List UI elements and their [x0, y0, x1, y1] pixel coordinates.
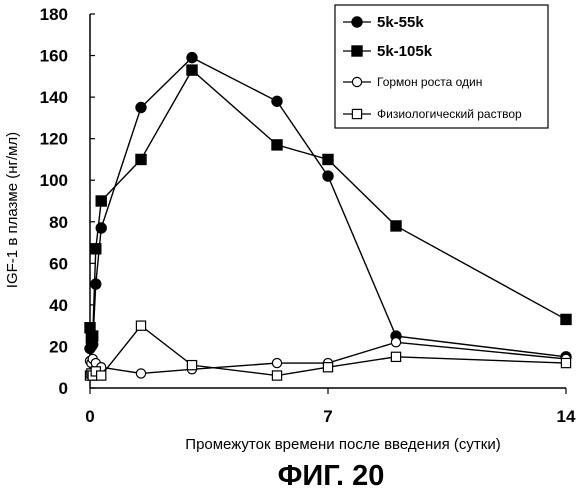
- data-point: [136, 102, 146, 112]
- data-point: [136, 154, 146, 164]
- data-point: [187, 65, 197, 75]
- data-point: [136, 369, 145, 378]
- data-point: [272, 371, 281, 380]
- x-tick-label: 7: [323, 407, 332, 426]
- legend-label: Физиологический раствор: [377, 107, 522, 121]
- data-point: [323, 363, 332, 372]
- y-tick-label: 100: [40, 171, 68, 190]
- legend: 5k-55k 5k-105k Гормон роста один Физиологич…: [335, 5, 548, 128]
- y-axis-label: IGF-1 в плазме (нг/мл): [4, 132, 21, 288]
- data-point: [187, 52, 197, 62]
- legend-label: 5k-105k: [377, 43, 433, 60]
- data-point: [96, 196, 106, 206]
- data-point: [91, 279, 101, 289]
- legend-label: 5k-55k: [377, 14, 424, 31]
- legend-marker: [352, 109, 361, 118]
- data-point: [136, 321, 145, 330]
- data-point: [91, 244, 101, 254]
- y-tick-label: 40: [49, 296, 68, 315]
- data-point: [561, 314, 571, 324]
- legend-label: Гормон роста один: [377, 75, 482, 89]
- data-point: [88, 331, 98, 341]
- data-point: [323, 171, 333, 181]
- legend-marker: [352, 77, 361, 86]
- data-point: [272, 96, 282, 106]
- series-4: [85, 321, 570, 380]
- data-point: [391, 352, 400, 361]
- data-point: [187, 361, 196, 370]
- data-point: [97, 371, 106, 380]
- y-tick-label: 160: [40, 47, 68, 66]
- y-tick-label: 80: [49, 213, 68, 232]
- y-tick-label: 120: [40, 130, 68, 149]
- data-point: [391, 338, 400, 347]
- data-point: [272, 358, 281, 367]
- y-tick-label: 20: [49, 337, 68, 356]
- data-point: [561, 358, 570, 367]
- data-point: [272, 140, 282, 150]
- x-axis-label: Промежуток времени после введения (сутки…: [185, 436, 500, 453]
- y-tick-label: 60: [49, 254, 68, 273]
- data-point: [323, 154, 333, 164]
- data-point: [391, 221, 401, 231]
- x-tick-label: 14: [557, 407, 576, 426]
- y-tick-label: 140: [40, 88, 68, 107]
- figure-title: ФИГ. 20: [278, 460, 385, 492]
- legend-marker: [352, 17, 362, 27]
- legend-marker: [352, 46, 362, 56]
- x-tick-label: 0: [85, 407, 94, 426]
- y-tick-label: 180: [40, 5, 68, 24]
- y-tick-label: 0: [59, 379, 68, 398]
